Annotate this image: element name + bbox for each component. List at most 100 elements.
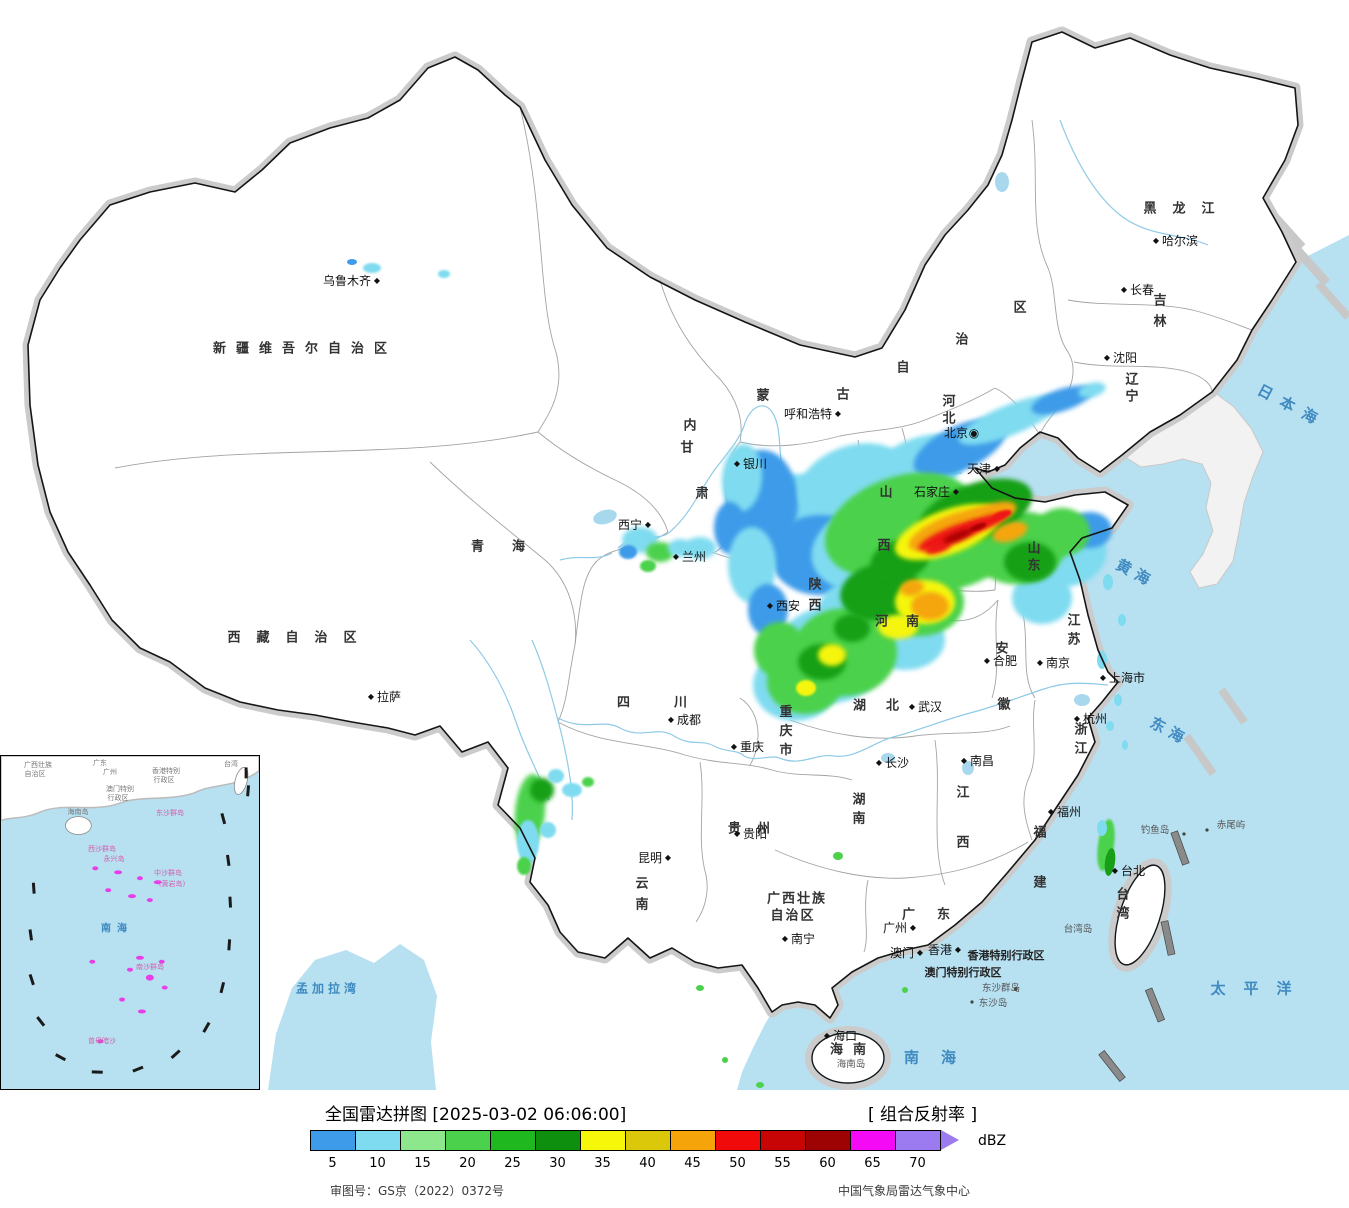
inset-dash-segment [31,882,36,894]
radar-echo [969,522,987,532]
radar-echo [900,579,924,597]
legend-value: 45 [684,1156,701,1171]
radar-echo [818,644,846,666]
product-name: [ 组合反射率 ] [868,1105,978,1125]
legend-value: 40 [639,1156,656,1171]
radar-echo [347,259,357,265]
island-dot [1182,832,1186,836]
radar-echo [646,542,674,562]
legend-colorbar [310,1130,941,1151]
radar-echo [540,822,556,838]
radar-echo [1012,572,1072,624]
legend-panel: 全国雷达拼图 [2025-03-02 06:06:00] [ 组合反射率 ] d… [0,1090,1349,1208]
radar-echo [1114,694,1122,706]
radar-echo [97,1039,104,1044]
radar-echo [1106,721,1114,731]
inset-dash-segment [228,896,232,908]
radar-echo [1097,820,1107,836]
china-radar-map [22,26,1349,1090]
hainan-island [811,1032,885,1084]
radar-echo [128,894,136,899]
radar-echo [902,987,908,993]
legend-value: 70 [909,1156,926,1171]
legend-value: 50 [729,1156,746,1171]
korea-peninsula [1121,391,1264,589]
radar-echo [582,777,594,787]
island-outlines [805,858,1172,1090]
radar-echo [1103,574,1113,590]
island-dot [1205,828,1209,832]
nine-dash-line [1098,830,1190,1083]
legend-value: 5 [328,1156,337,1171]
radar-echo [721,444,763,512]
radar-echo [89,959,96,964]
radar-echo [1004,542,1056,582]
bay-of-bengal [268,944,437,1090]
radar-echo [754,622,806,678]
radar-echo [363,263,381,273]
radar-echo [696,985,704,991]
legend-unit: dBZ [978,1133,1007,1149]
legend-value: 10 [369,1156,386,1171]
island-dot [970,1000,974,1004]
legend-color-60 [805,1130,851,1151]
radar-echo [1078,382,1106,398]
legend-color-55 [760,1130,806,1151]
dash-segment [1098,1049,1126,1083]
radar-echo [925,541,951,555]
legend-color-35 [580,1130,626,1151]
china-landmass [28,32,1298,1018]
radar-echo [943,528,973,544]
inset-echo-layer [89,866,168,1044]
taiwan-island [1114,864,1166,966]
radar-echo [833,852,843,860]
radar-echo [530,778,554,802]
inset-hainan [65,816,92,835]
legend-color-70 [895,1130,941,1151]
radar-echo [796,680,816,696]
radar-echo [119,997,126,1002]
legend-value: 20 [459,1156,476,1171]
inset-taiwan [233,766,249,795]
legend-color-45 [670,1130,716,1151]
radar-echo [517,820,539,864]
radar-echo [158,959,165,964]
inset-dash-segment [226,854,231,866]
legend-value: 60 [819,1156,836,1171]
radar-echo [756,1082,764,1088]
radar-echo [1122,740,1128,750]
legend-value: 35 [594,1156,611,1171]
radar-echo [136,876,143,881]
legend-color-5 [310,1130,356,1151]
radar-echo [640,560,656,572]
radar-echo [127,967,133,972]
map-title: 全国雷达拼图 [2025-03-02 06:06:00] [325,1105,627,1125]
radar-echo [834,614,870,642]
legend-color-40 [625,1130,671,1151]
dash-segment [1144,987,1166,1023]
island-dots [970,828,1209,1004]
inset-dash-segment [219,981,226,994]
radar-echo [878,615,918,639]
legend-value: 30 [549,1156,566,1171]
inset-dash-segment [91,1070,103,1074]
inset-coastline [1,756,259,822]
radar-echo [911,592,949,620]
legend-color-10 [355,1130,401,1151]
radar-echo [1104,848,1116,876]
inset-dash-segment [170,1049,181,1059]
legend-values: 5 10 15 20 25 30 35 40 45 50 55 60 65 70 [310,1156,940,1171]
legend-colorbar-arrow [941,1130,959,1150]
radar-echo [105,888,112,893]
radar-echo [1118,614,1126,626]
legend-color-65 [850,1130,896,1151]
radar-echo [562,783,582,797]
dash-segment [1160,920,1176,956]
radar-echo [992,509,1012,521]
legend-color-15 [400,1130,446,1151]
legend-color-50 [715,1130,761,1151]
radar-echo [114,870,123,875]
inset-dash-segment [28,973,35,986]
radar-echo [146,898,153,903]
national-border [27,31,1299,1019]
